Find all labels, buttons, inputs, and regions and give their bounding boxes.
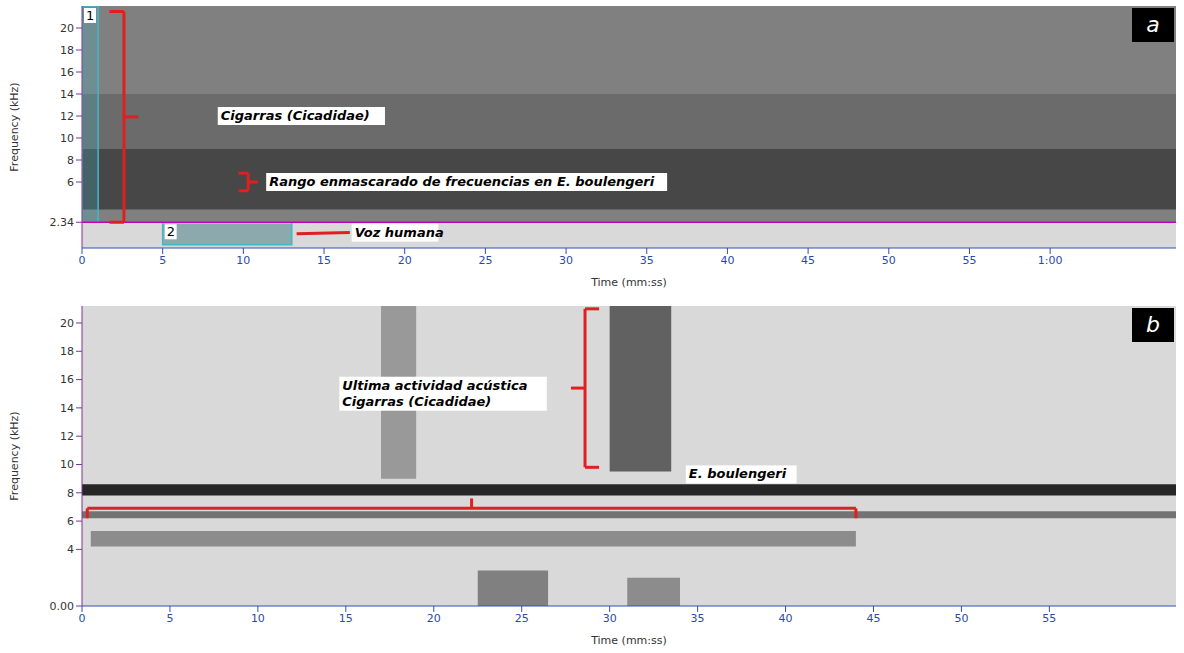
svg-text:12: 12 [60, 430, 74, 443]
svg-text:2: 2 [167, 224, 175, 239]
svg-text:0: 0 [79, 612, 86, 625]
svg-text:5: 5 [166, 612, 173, 625]
svg-text:14: 14 [60, 402, 74, 415]
svg-text:25: 25 [478, 254, 492, 267]
svg-text:1: 1 [86, 8, 94, 23]
svg-text:6: 6 [67, 515, 74, 528]
html-text:a: a [1146, 12, 1160, 37]
svg-text:15: 15 [339, 612, 353, 625]
svg-text:Frequency (kHz): Frequency (kHz) [8, 411, 21, 500]
svg-text:Frequency (kHz): Frequency (kHz) [8, 82, 21, 171]
svg-text:50: 50 [954, 612, 968, 625]
svg-text:Time (mm:ss): Time (mm:ss) [590, 634, 667, 647]
svg-text:8: 8 [67, 154, 74, 167]
svg-text:2.34: 2.34 [50, 216, 75, 229]
svg-text:0.00: 0.00 [50, 600, 75, 613]
svg-text:8: 8 [67, 487, 74, 500]
svg-text:10: 10 [60, 132, 74, 145]
svg-text:E. boulengeri: E. boulengeri [689, 466, 787, 481]
svg-text:0: 0 [79, 254, 86, 267]
svg-text:16: 16 [60, 66, 74, 79]
svg-text:1:00: 1:00 [1038, 254, 1063, 267]
svg-text:14: 14 [60, 88, 74, 101]
svg-text:35: 35 [691, 612, 705, 625]
svg-text:40: 40 [720, 254, 734, 267]
svg-text:15: 15 [317, 254, 331, 267]
svg-text:5: 5 [159, 254, 166, 267]
svg-text:Voz humana: Voz humana [355, 225, 444, 240]
svg-text:30: 30 [559, 254, 573, 267]
svg-text:10: 10 [60, 458, 74, 471]
svg-text:Cigarras (Cicadidae): Cigarras (Cicadidae) [342, 394, 491, 409]
svg-text:55: 55 [1042, 612, 1056, 625]
svg-text:Ultima actividad acústica: Ultima actividad acústica [342, 378, 527, 393]
svg-text:6: 6 [67, 176, 74, 189]
svg-text:30: 30 [603, 612, 617, 625]
svg-text:55: 55 [962, 254, 976, 267]
svg-text:45: 45 [801, 254, 815, 267]
svg-text:20: 20 [427, 612, 441, 625]
svg-text:20: 20 [398, 254, 412, 267]
svg-text:45: 45 [866, 612, 880, 625]
html-text:b: b [1146, 312, 1160, 337]
svg-text:4: 4 [67, 543, 74, 556]
svg-text:10: 10 [236, 254, 250, 267]
svg-text:Cigarras (Cicadidae): Cigarras (Cicadidae) [221, 108, 370, 123]
svg-text:25: 25 [515, 612, 529, 625]
svg-text:Time (mm:ss): Time (mm:ss) [590, 276, 667, 289]
svg-text:10: 10 [251, 612, 265, 625]
svg-text:40: 40 [779, 612, 793, 625]
svg-text:35: 35 [640, 254, 654, 267]
svg-text:18: 18 [60, 345, 74, 358]
svg-text:12: 12 [60, 110, 74, 123]
svg-text:20: 20 [60, 317, 74, 330]
svg-text:18: 18 [60, 44, 74, 57]
svg-text:20: 20 [60, 22, 74, 35]
svg-text:50: 50 [882, 254, 896, 267]
svg-text:Rango enmascarado de frecuenci: Rango enmascarado de frecuencias en E. b… [269, 174, 655, 189]
svg-text:16: 16 [60, 373, 74, 386]
